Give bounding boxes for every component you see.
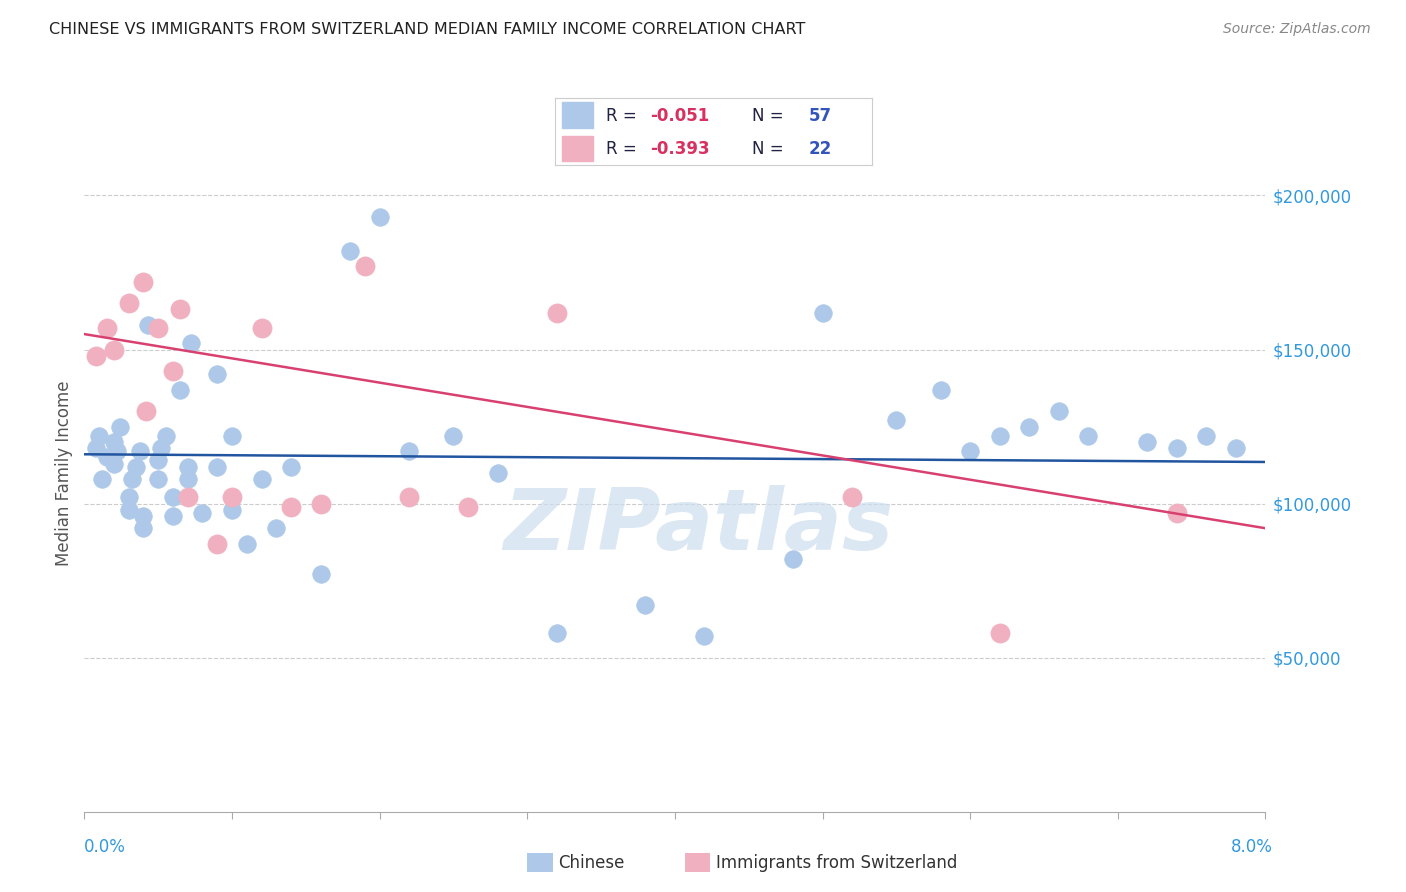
- Point: [398, 444, 420, 458]
- Point: [782, 552, 804, 566]
- Point: [96, 321, 118, 335]
- Point: [118, 502, 141, 516]
- Point: [177, 491, 200, 505]
- Point: [132, 508, 155, 523]
- Point: [236, 536, 259, 550]
- Point: [1047, 404, 1070, 418]
- Point: [280, 459, 302, 474]
- Point: [634, 599, 657, 613]
- Point: [886, 413, 908, 427]
- Text: -0.051: -0.051: [650, 106, 710, 125]
- Text: R =: R =: [606, 106, 643, 125]
- Point: [162, 364, 184, 378]
- Point: [162, 491, 184, 505]
- Point: [148, 453, 170, 467]
- Point: [150, 441, 173, 455]
- Point: [221, 491, 243, 505]
- Point: [457, 500, 479, 514]
- Point: [169, 383, 191, 397]
- Text: ZIPatlas: ZIPatlas: [503, 485, 894, 568]
- Point: [693, 629, 716, 643]
- Text: -0.393: -0.393: [650, 140, 710, 158]
- Point: [309, 497, 332, 511]
- Point: [132, 521, 155, 535]
- Point: [841, 491, 863, 505]
- Point: [1166, 441, 1188, 455]
- Point: [180, 336, 202, 351]
- Point: [103, 457, 125, 471]
- Point: [118, 296, 141, 310]
- Point: [84, 349, 107, 363]
- Point: [929, 383, 952, 397]
- Point: [162, 508, 184, 523]
- Point: [91, 472, 114, 486]
- Point: [103, 343, 125, 357]
- Point: [339, 244, 361, 258]
- Point: [221, 429, 243, 443]
- Text: R =: R =: [606, 140, 643, 158]
- Point: [105, 444, 128, 458]
- Point: [309, 567, 332, 582]
- Point: [129, 444, 152, 458]
- Point: [84, 441, 107, 455]
- Point: [1166, 506, 1188, 520]
- Point: [354, 260, 377, 274]
- Point: [443, 429, 465, 443]
- Point: [108, 419, 131, 434]
- Point: [988, 429, 1011, 443]
- Point: [486, 466, 509, 480]
- Point: [205, 536, 228, 550]
- Point: [1077, 429, 1099, 443]
- Y-axis label: Median Family Income: Median Family Income: [55, 380, 73, 566]
- Point: [177, 472, 200, 486]
- Point: [221, 502, 243, 516]
- Point: [546, 626, 568, 640]
- Text: 22: 22: [808, 140, 832, 158]
- Point: [264, 521, 288, 535]
- Text: N =: N =: [752, 140, 789, 158]
- Point: [398, 491, 420, 505]
- Point: [96, 450, 118, 465]
- Point: [136, 318, 159, 332]
- Point: [155, 429, 177, 443]
- Text: Immigrants from Switzerland: Immigrants from Switzerland: [716, 854, 957, 871]
- Point: [280, 500, 302, 514]
- Point: [1225, 441, 1247, 455]
- Point: [191, 506, 214, 520]
- Point: [148, 321, 170, 335]
- Point: [1136, 434, 1159, 449]
- Bar: [562, 136, 593, 161]
- Point: [118, 491, 141, 505]
- Text: CHINESE VS IMMIGRANTS FROM SWITZERLAND MEDIAN FAMILY INCOME CORRELATION CHART: CHINESE VS IMMIGRANTS FROM SWITZERLAND M…: [49, 22, 806, 37]
- Point: [103, 434, 125, 449]
- Text: 57: 57: [808, 106, 831, 125]
- Point: [1018, 419, 1040, 434]
- Point: [121, 472, 143, 486]
- Point: [546, 305, 568, 319]
- Text: 0.0%: 0.0%: [84, 838, 127, 855]
- Point: [988, 626, 1011, 640]
- Text: Chinese: Chinese: [558, 854, 624, 871]
- Point: [169, 302, 191, 317]
- Point: [368, 210, 391, 224]
- Point: [177, 459, 200, 474]
- Point: [959, 444, 981, 458]
- Point: [205, 459, 228, 474]
- Point: [132, 275, 155, 289]
- Point: [1195, 429, 1218, 443]
- Point: [250, 472, 273, 486]
- Text: N =: N =: [752, 106, 789, 125]
- Point: [135, 404, 157, 418]
- Text: 8.0%: 8.0%: [1230, 838, 1272, 855]
- Point: [89, 429, 111, 443]
- Text: Source: ZipAtlas.com: Source: ZipAtlas.com: [1223, 22, 1371, 37]
- Point: [205, 367, 228, 381]
- Point: [125, 459, 148, 474]
- Point: [250, 321, 273, 335]
- Bar: [562, 103, 593, 128]
- Point: [811, 305, 834, 319]
- Point: [148, 472, 170, 486]
